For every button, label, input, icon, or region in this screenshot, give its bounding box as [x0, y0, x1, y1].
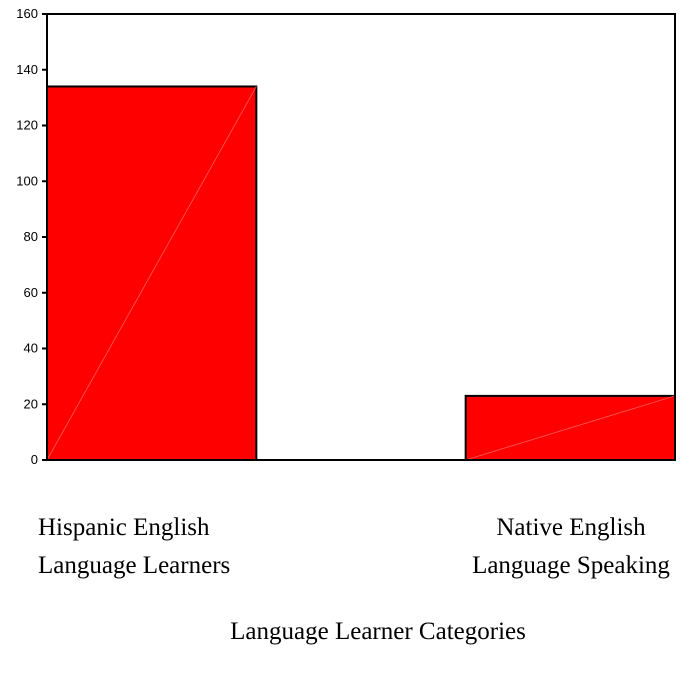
bars-group	[46, 85, 676, 462]
y-tick-label: 140	[16, 62, 38, 77]
x-category-label: Language Speaking	[472, 552, 670, 579]
y-tick-label: 120	[16, 118, 38, 133]
y-tick-label: 0	[31, 452, 38, 467]
bar-diagonal-artifact	[465, 395, 676, 461]
bar-diagonal-artifact	[46, 86, 257, 461]
x-category-label: Native English	[496, 514, 646, 541]
y-tick-label: 60	[24, 285, 38, 300]
x-axis-category-labels: Hispanic English Language Learners Native …	[38, 514, 670, 579]
x-category-label: Language Learners	[38, 552, 230, 579]
y-tick-label: 100	[16, 173, 38, 188]
y-tick-label: 20	[24, 396, 38, 411]
x-axis-title: Language Learner Categories	[230, 618, 526, 645]
y-tick-label: 40	[24, 341, 38, 356]
y-tick-label: 80	[24, 229, 38, 244]
x-category-label: Hispanic English	[38, 514, 210, 541]
y-axis: 0 20 40 60 80 100 120 140 160	[16, 6, 47, 467]
y-tick-label: 160	[16, 6, 38, 21]
